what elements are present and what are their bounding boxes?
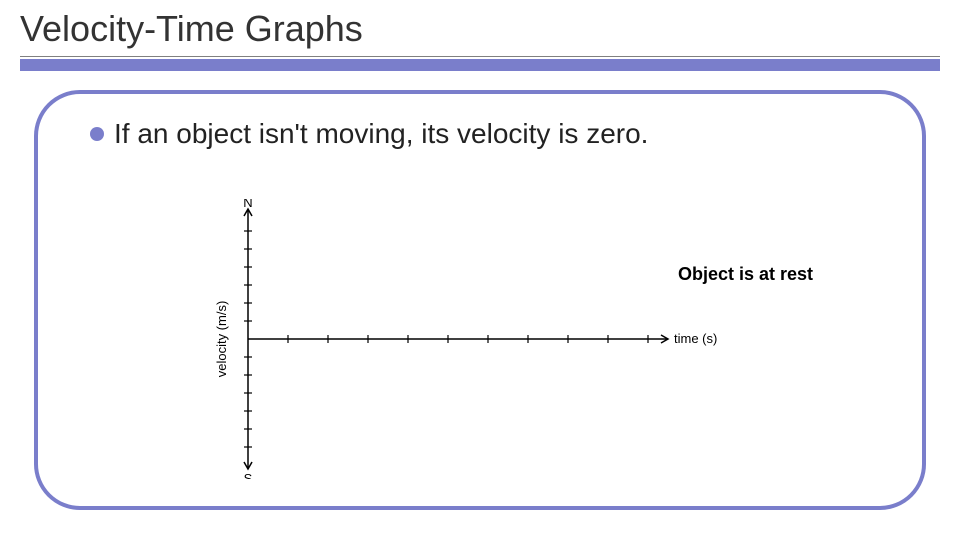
content-frame: If an object isn't moving, its velocity …: [34, 90, 926, 510]
bullet-icon: [90, 127, 104, 141]
bullet-item: If an object isn't moving, its velocity …: [90, 118, 648, 150]
svg-text:S: S: [244, 471, 253, 479]
velocity-time-graph: N Stime (s) velocity (m/s): [188, 199, 718, 479]
annotation-text: Object is at rest: [678, 264, 813, 285]
svg-text:velocity (m/s): velocity (m/s): [214, 301, 229, 378]
thin-underline: [20, 56, 940, 57]
thick-underline: [20, 59, 940, 71]
slide-title: Velocity-Time Graphs: [20, 8, 940, 50]
bullet-text: If an object isn't moving, its velocity …: [114, 118, 648, 150]
title-region: Velocity-Time Graphs: [0, 0, 960, 75]
svg-text:N: N: [243, 199, 252, 210]
title-underline: [20, 56, 940, 71]
svg-text:time (s): time (s): [674, 331, 717, 346]
